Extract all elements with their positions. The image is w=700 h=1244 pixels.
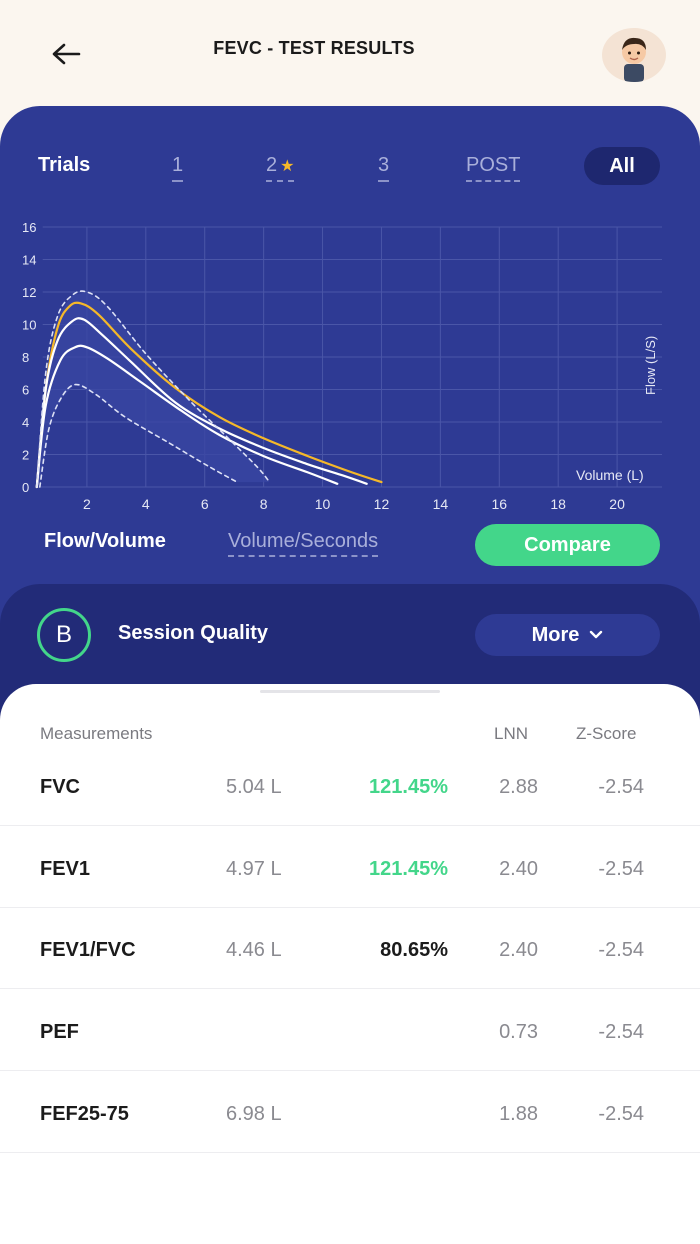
y-tick-label: 8 bbox=[22, 350, 29, 365]
tab-volume-seconds[interactable]: Volume/Seconds bbox=[228, 530, 379, 557]
measurement-zscore: -2.54 bbox=[598, 858, 644, 880]
x-tick-label: 2 bbox=[83, 496, 91, 512]
measurement-percent: 121.45% bbox=[369, 776, 448, 798]
trial-tab-label: 3 bbox=[378, 154, 390, 176]
y-tick-label: 4 bbox=[22, 415, 29, 430]
x-tick-label: 16 bbox=[491, 496, 507, 512]
flow-volume-curve bbox=[39, 383, 238, 488]
y-tick-label: 0 bbox=[22, 480, 29, 495]
measurement-value: 4.46 L bbox=[226, 939, 282, 961]
sheet-drag-handle[interactable] bbox=[260, 690, 440, 693]
x-tick-label: 6 bbox=[201, 496, 209, 512]
arrow-left-icon bbox=[52, 43, 81, 65]
col-header-zscore: Z-Score bbox=[576, 724, 637, 743]
flow-volume-curve bbox=[36, 290, 271, 488]
x-tick-label: 14 bbox=[433, 496, 449, 512]
x-tick-label: 10 bbox=[315, 496, 331, 512]
flow-volume-curve bbox=[35, 344, 339, 489]
header-bar bbox=[0, 0, 700, 110]
measurements-sheet bbox=[0, 684, 700, 1244]
session-quality-label: Session Quality bbox=[118, 622, 269, 644]
table-row[interactable]: FEV1/FVC 4.46 L 80.65% 2.40 -2.54 bbox=[0, 907, 700, 989]
measurement-zscore: -2.54 bbox=[598, 1103, 644, 1125]
measurement-percent: 80.65% bbox=[380, 939, 448, 961]
more-button-label: More bbox=[531, 623, 580, 646]
table-row[interactable]: FEV1 4.97 L 121.45% 2.40 -2.54 bbox=[0, 826, 700, 908]
x-tick-label: 12 bbox=[374, 496, 390, 512]
y-tick-label: 10 bbox=[22, 318, 36, 333]
measurement-name: FEF25-75 bbox=[40, 1103, 129, 1125]
compare-button[interactable]: Compare bbox=[475, 524, 660, 566]
trial-tab-label: POST bbox=[466, 154, 521, 176]
flow-volume-curve bbox=[35, 301, 383, 489]
y-tick-label: 14 bbox=[22, 253, 36, 268]
col-header-lnn: LNN bbox=[494, 724, 529, 743]
x-tick-label: 4 bbox=[142, 496, 150, 512]
trial-tab-2[interactable]: 2 ★ bbox=[266, 154, 295, 182]
measurement-value: 4.97 L bbox=[226, 858, 282, 880]
measurement-lnn: 2.40 bbox=[499, 858, 538, 880]
trial-tab-label: 1 bbox=[172, 154, 184, 176]
x-tick-label: 8 bbox=[260, 496, 268, 512]
chevron-down-icon bbox=[590, 630, 603, 639]
measurement-zscore: -2.54 bbox=[598, 939, 644, 961]
trial-tab-all[interactable]: All bbox=[584, 147, 660, 185]
flow-volume-chart: 0 2 4 6 8 10 12 14 16 2 4 6 8 10 12 14 16 18 20 Flow (L/S)… bbox=[22, 220, 662, 512]
y-tick-label: 16 bbox=[22, 220, 36, 235]
back-button[interactable] bbox=[44, 34, 88, 74]
measurement-zscore: -2.54 bbox=[598, 776, 644, 798]
x-axis-label: Volume (L) bbox=[576, 467, 644, 483]
measurement-percent: 121.45% bbox=[369, 858, 448, 880]
chart-ticks: 0 2 4 6 8 10 12 14 16 2 4 6 8 10 12 14 16 18 20 bbox=[22, 220, 625, 512]
x-tick-label: 18 bbox=[550, 496, 566, 512]
trials-label: Trials bbox=[38, 154, 91, 176]
y-tick-label: 12 bbox=[22, 285, 36, 300]
tab-flow-volume[interactable]: Flow/Volume bbox=[44, 530, 166, 552]
measurement-value: 5.04 L bbox=[226, 776, 282, 798]
measurement-name: PEF bbox=[40, 1021, 79, 1043]
x-tick-label: 20 bbox=[609, 496, 625, 512]
table-row[interactable]: FEF25-75 6.98 L 1.88 -2.54 bbox=[0, 1071, 700, 1153]
measurement-lnn: 2.88 bbox=[499, 776, 538, 798]
measurement-name: FEV1/FVC bbox=[40, 939, 136, 961]
measurement-value: 6.98 L bbox=[226, 1103, 282, 1125]
user-avatar bbox=[622, 37, 646, 82]
chart-series bbox=[35, 290, 383, 489]
y-tick-label: 6 bbox=[22, 383, 29, 398]
table-row[interactable]: FVC 5.04 L 121.45% 2.88 -2.54 bbox=[0, 744, 700, 826]
measurement-name: FVC bbox=[40, 776, 80, 798]
star-icon: ★ bbox=[280, 158, 295, 175]
page-title: FEVC - TEST RESULTS bbox=[213, 38, 415, 58]
trial-tab-post[interactable]: POST bbox=[466, 154, 521, 182]
measurement-lnn: 0.73 bbox=[499, 1021, 538, 1043]
more-button[interactable]: More bbox=[475, 614, 660, 656]
measurement-name: FEV1 bbox=[40, 858, 91, 880]
measurement-lnn: 2.40 bbox=[499, 939, 538, 961]
table-row[interactable]: PEF 0.73 -2.54 bbox=[0, 989, 700, 1071]
y-tick-label: 2 bbox=[22, 448, 29, 463]
trial-tab-label: 2 bbox=[266, 154, 278, 176]
trial-tab-1[interactable]: 1 bbox=[172, 154, 184, 182]
y-axis-label: Flow (L/S) bbox=[643, 336, 658, 395]
measurement-zscore: -2.54 bbox=[598, 1021, 644, 1043]
quality-grade-badge: B bbox=[37, 608, 91, 662]
flow-volume-curve bbox=[35, 317, 368, 489]
avatar[interactable] bbox=[602, 28, 666, 82]
col-header-measurements: Measurements bbox=[40, 724, 153, 743]
trial-tab-3[interactable]: 3 bbox=[378, 154, 390, 182]
measurement-lnn: 1.88 bbox=[499, 1103, 538, 1125]
